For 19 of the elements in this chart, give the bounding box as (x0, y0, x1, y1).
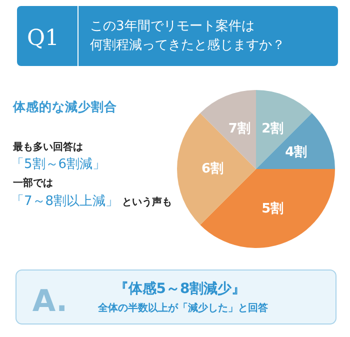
text: 最も多い回答は (12, 141, 83, 153)
pie-slice (177, 113, 256, 225)
slice-label: 7割 (228, 120, 250, 136)
text: 『体感5～8割減少』 (114, 280, 246, 297)
chart-title: この3年間でリモート案件は何割程減ってきたと感じますか？ (90, 18, 285, 53)
text: 全体の半数以上が「減少した」と回答 (97, 302, 269, 314)
pie-slice (256, 113, 335, 169)
text: という声も (122, 196, 172, 208)
slice-label: 2割 (262, 120, 284, 136)
pie-slice (256, 90, 312, 169)
slice-label: 4割 (285, 144, 308, 160)
text: 「5割～6割減」 (11, 157, 106, 172)
text: Q1 (26, 26, 60, 51)
text: 体感的な減少割合 (12, 99, 117, 114)
text: 一部では (13, 177, 53, 189)
text: A. (32, 284, 68, 319)
slice-label: 6割 (202, 160, 224, 176)
text: 「7～8割以上減」 (11, 194, 119, 209)
slice-label: 5割 (262, 200, 284, 217)
